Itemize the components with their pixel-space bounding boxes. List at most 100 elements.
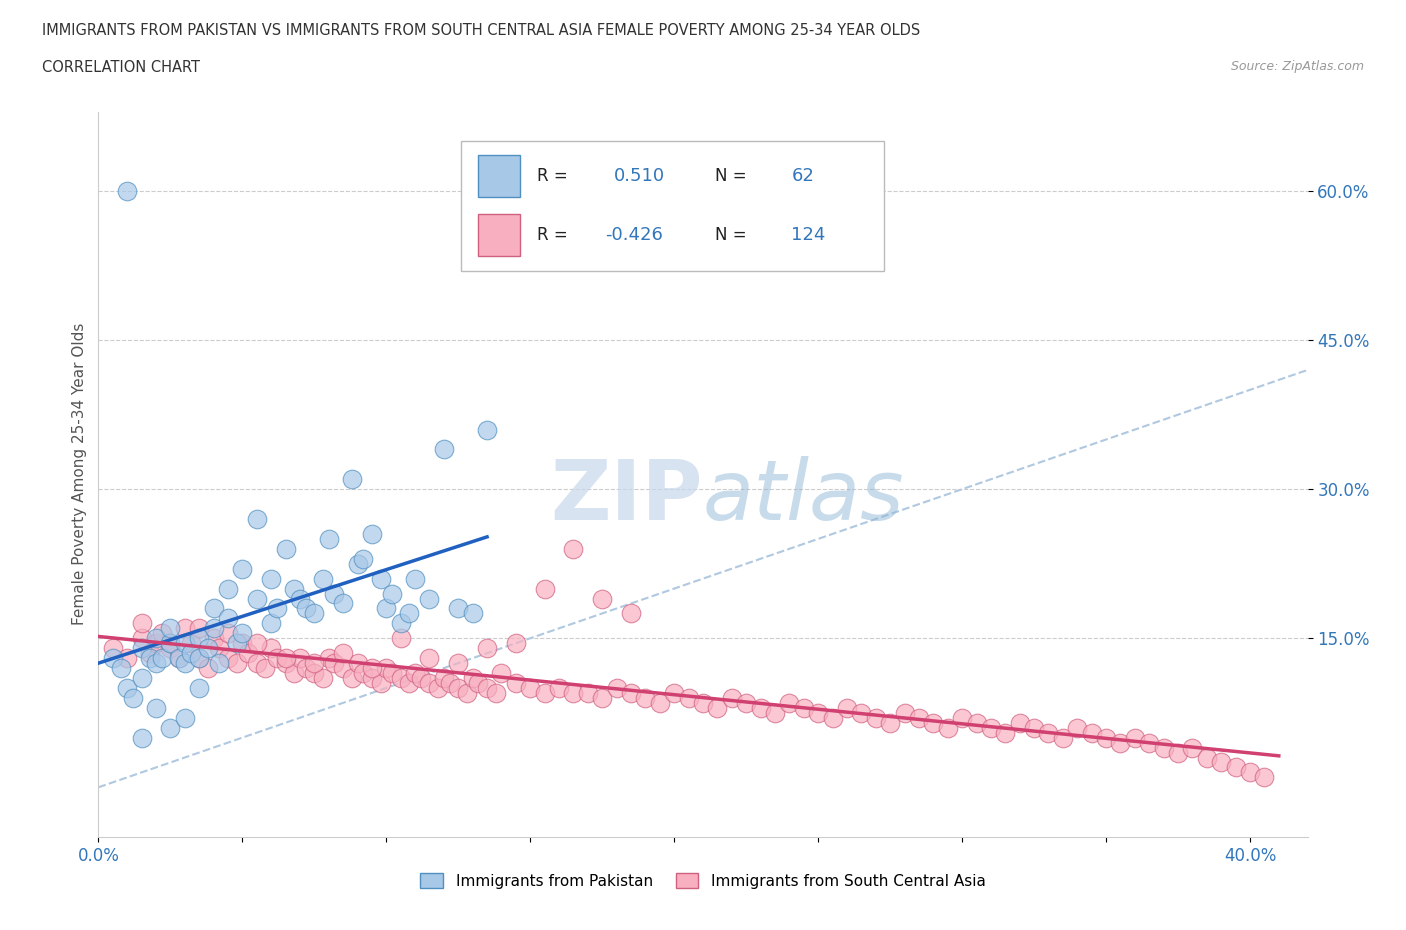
- Point: [115, 183, 138, 198]
- Point: [159, 636, 181, 651]
- Point: [706, 700, 728, 715]
- Point: [145, 656, 167, 671]
- Point: [188, 651, 211, 666]
- Point: [266, 651, 288, 666]
- Point: [433, 442, 456, 457]
- Point: [122, 690, 145, 705]
- Point: [167, 651, 190, 666]
- Point: [1038, 725, 1060, 740]
- Point: [246, 591, 269, 606]
- Point: [1225, 760, 1247, 775]
- Point: [294, 660, 316, 675]
- Point: [304, 656, 326, 671]
- Point: [966, 715, 988, 730]
- Point: [246, 636, 269, 651]
- Point: [634, 690, 657, 705]
- Point: [821, 711, 844, 725]
- Point: [1239, 765, 1261, 780]
- Point: [576, 685, 599, 700]
- Text: ZIP: ZIP: [551, 456, 703, 537]
- Point: [332, 596, 354, 611]
- Point: [461, 606, 484, 621]
- Point: [217, 581, 239, 596]
- Point: [1211, 755, 1233, 770]
- Point: [340, 671, 363, 685]
- Point: [793, 700, 815, 715]
- Point: [456, 685, 478, 700]
- Point: [375, 660, 398, 675]
- Point: [202, 631, 225, 645]
- Point: [591, 591, 613, 606]
- Point: [778, 696, 800, 711]
- Point: [304, 606, 326, 621]
- Point: [447, 681, 470, 696]
- Point: [173, 656, 195, 671]
- Point: [439, 675, 461, 690]
- Point: [274, 656, 297, 671]
- Point: [101, 651, 124, 666]
- Point: [246, 512, 269, 526]
- Point: [427, 681, 450, 696]
- Point: [131, 671, 153, 685]
- Point: [173, 621, 195, 636]
- Point: [231, 562, 253, 577]
- Point: [1253, 770, 1275, 785]
- Point: [1153, 740, 1175, 755]
- Point: [370, 571, 392, 586]
- Point: [835, 700, 858, 715]
- Point: [980, 720, 1002, 735]
- Point: [159, 621, 181, 636]
- Point: [318, 651, 340, 666]
- Point: [208, 656, 231, 671]
- Point: [150, 626, 173, 641]
- Point: [288, 591, 311, 606]
- Point: [908, 711, 931, 725]
- Point: [180, 636, 202, 651]
- Point: [340, 472, 363, 486]
- Point: [404, 571, 426, 586]
- Point: [1022, 720, 1045, 735]
- Point: [591, 690, 613, 705]
- Point: [231, 636, 253, 651]
- Point: [389, 616, 412, 631]
- Point: [1008, 715, 1031, 730]
- Point: [346, 556, 368, 571]
- Legend: Immigrants from Pakistan, Immigrants from South Central Asia: Immigrants from Pakistan, Immigrants fro…: [415, 867, 991, 895]
- Point: [648, 696, 671, 711]
- Point: [197, 660, 219, 675]
- Point: [323, 656, 346, 671]
- Point: [418, 651, 440, 666]
- Point: [352, 551, 374, 566]
- Point: [115, 681, 138, 696]
- Point: [936, 720, 959, 735]
- Point: [370, 675, 392, 690]
- Point: [1137, 735, 1160, 750]
- Point: [851, 705, 873, 720]
- Point: [260, 616, 283, 631]
- Point: [283, 581, 305, 596]
- Point: [664, 685, 686, 700]
- Point: [865, 711, 887, 725]
- Point: [304, 666, 326, 681]
- Point: [409, 671, 432, 685]
- Point: [562, 685, 585, 700]
- Point: [678, 690, 700, 705]
- Point: [260, 571, 283, 586]
- Point: [1095, 730, 1118, 745]
- Point: [1195, 751, 1218, 765]
- Point: [332, 645, 354, 660]
- Point: [461, 671, 484, 685]
- Point: [533, 685, 555, 700]
- Point: [115, 651, 138, 666]
- Point: [208, 641, 231, 656]
- Point: [735, 696, 758, 711]
- Point: [266, 601, 288, 616]
- Point: [692, 696, 714, 711]
- Point: [274, 651, 297, 666]
- Point: [389, 671, 412, 685]
- Point: [110, 660, 132, 675]
- Point: [807, 705, 830, 720]
- Point: [398, 606, 420, 621]
- Point: [217, 651, 239, 666]
- Point: [231, 626, 253, 641]
